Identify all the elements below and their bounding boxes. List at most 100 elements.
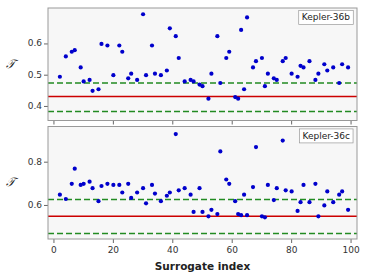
point [73, 167, 77, 171]
point [325, 68, 329, 72]
point [105, 182, 109, 186]
point [325, 189, 329, 193]
point [322, 62, 326, 66]
point [224, 56, 228, 60]
point [307, 59, 311, 63]
y-tick-label: 0.6 [28, 38, 43, 48]
point [153, 72, 157, 76]
x-tick [291, 121, 292, 125]
y-tick [44, 106, 48, 107]
x-tick-label: 80 [286, 245, 298, 255]
point [239, 213, 243, 217]
point [295, 75, 299, 79]
point [191, 210, 195, 214]
point [301, 183, 305, 187]
y-tick-label: 0.8 [28, 157, 43, 167]
point [150, 43, 154, 47]
point [346, 208, 350, 212]
x-tick-label: 60 [226, 245, 238, 255]
point [165, 194, 169, 198]
point [266, 72, 270, 76]
point [79, 65, 83, 69]
x-tick [53, 239, 54, 243]
point [272, 198, 276, 202]
point [144, 201, 148, 205]
y-tick [44, 43, 48, 44]
point [177, 188, 181, 192]
x-tick [351, 239, 352, 243]
point [331, 200, 335, 204]
point [260, 56, 264, 60]
point [141, 186, 145, 190]
point [165, 68, 169, 72]
point [218, 149, 222, 153]
x-tick [172, 239, 173, 243]
point [233, 199, 237, 203]
point [215, 212, 219, 216]
point [337, 193, 341, 197]
point [111, 183, 115, 187]
point [99, 42, 103, 46]
point [99, 184, 103, 188]
point [129, 196, 133, 200]
y-axis-label: 𝒯 [6, 175, 19, 189]
point [301, 65, 305, 69]
point [215, 34, 219, 38]
reference-line [48, 82, 357, 84]
point [105, 43, 109, 47]
point [331, 65, 335, 69]
point [200, 84, 204, 88]
point [191, 79, 195, 83]
plot-area [48, 8, 357, 121]
point [209, 208, 213, 212]
point [150, 183, 154, 187]
point [206, 214, 210, 218]
point [242, 87, 246, 91]
data-layer [48, 132, 357, 234]
point [96, 199, 100, 203]
point [117, 43, 121, 47]
point [236, 97, 240, 101]
panel: 0.60.8020406080100𝒯Kepler-36cSurrogate i… [6, 127, 360, 273]
point [275, 78, 279, 82]
plot-area [48, 127, 357, 240]
point [153, 191, 157, 195]
point [298, 200, 302, 204]
x-tick-label: 0 [51, 245, 57, 255]
point [316, 214, 320, 218]
x-tick [232, 239, 233, 243]
point [120, 50, 124, 54]
y-tick-label: 0.6 [28, 200, 43, 210]
reference-line [48, 199, 357, 201]
y-axis-label: 𝒯 [6, 57, 19, 71]
frame [48, 8, 357, 121]
point [120, 190, 124, 194]
point [254, 145, 258, 149]
annotation-box [299, 10, 354, 24]
point [135, 78, 139, 82]
reference-line [48, 96, 357, 98]
point [96, 87, 100, 91]
point [90, 89, 94, 93]
point [284, 56, 288, 60]
point [242, 193, 246, 197]
x-tick [291, 239, 292, 243]
point [263, 84, 267, 88]
point [126, 182, 130, 186]
x-tick [232, 121, 233, 125]
x-tick-label: 100 [342, 245, 359, 255]
annotation-text: Kepler-36b [302, 12, 351, 22]
y-tick [44, 75, 48, 76]
point [340, 62, 344, 66]
point [111, 73, 115, 77]
point [313, 182, 317, 186]
point [313, 78, 317, 82]
panel: 0.40.50.6𝒯Kepler-36b [6, 8, 358, 125]
point [307, 200, 311, 204]
x-tick-label: 20 [108, 245, 120, 255]
point [227, 50, 231, 54]
annotation-box [299, 129, 353, 143]
chart: 0.40.50.6𝒯Kepler-36b0.60.8020406080100𝒯K… [0, 0, 367, 279]
point [218, 81, 222, 85]
y-tick-label: 0.4 [28, 101, 43, 111]
